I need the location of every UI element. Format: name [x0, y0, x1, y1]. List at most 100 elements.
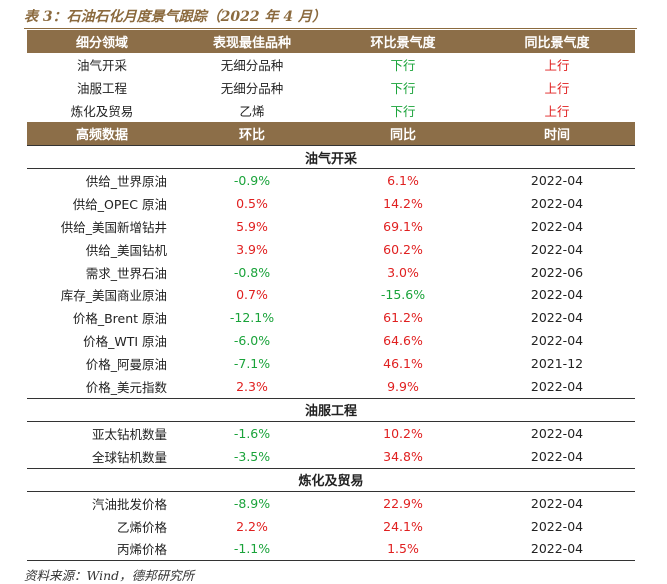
indicator-label: 价格_WTI 原油 — [83, 334, 167, 350]
yoy-value: 64.6% — [383, 333, 423, 349]
mom-value: 0.7% — [236, 287, 268, 303]
time-value: 2022-04 — [530, 172, 584, 188]
section-header-row: 油服工程 — [27, 397, 635, 422]
yoy-value: 61.2% — [383, 310, 423, 326]
table-row: 供给_世界原油 -0.9% 6.1% 2022-04 — [27, 169, 635, 192]
time-value: 2022-04 — [530, 287, 584, 303]
yoy-trend-cell: 上行 — [544, 104, 570, 119]
section-title: 油气开采 — [27, 145, 635, 169]
mom-value: 2.2% — [236, 518, 268, 534]
mom-value: 5.9% — [236, 218, 268, 234]
mom-value: 3.9% — [236, 241, 268, 257]
indicator-label: 需求_世界石油 — [85, 265, 167, 281]
yoy-trend-cell: 上行 — [544, 81, 570, 96]
detail-header-cell: 环比 — [177, 122, 327, 146]
time-value: 2022-04 — [530, 495, 584, 511]
section-title: 油服工程 — [27, 397, 635, 422]
mom-value: -12.1% — [229, 310, 275, 326]
yoy-value: 60.2% — [383, 241, 423, 257]
mom-value: -1.1% — [177, 537, 327, 562]
detail-header-row: 高频数据 环比 同比 时间 — [27, 122, 635, 146]
summary-header-cell: 表现最佳品种 — [177, 30, 327, 53]
detail-header-cell: 同比 — [327, 122, 479, 146]
title-divider — [24, 28, 637, 29]
yoy-value: 1.5% — [327, 537, 479, 562]
yoy-value: 34.8% — [327, 444, 479, 469]
summary-header-cell: 环比景气度 — [327, 30, 479, 53]
mom-value: -7.1% — [233, 356, 271, 372]
yoy-value: 6.1% — [387, 172, 419, 188]
mom-trend-cell: 下行 — [390, 81, 416, 96]
indicator-label: 库存_美国商业原油 — [60, 288, 167, 304]
table-row: 供给_OPEC 原油 0.5% 14.2% 2022-04 — [27, 192, 635, 215]
mom-value: 0.5% — [236, 195, 268, 211]
yoy-value: 46.1% — [383, 356, 423, 372]
section-title: 炼化及贸易 — [27, 467, 635, 492]
mom-trend-cell: 下行 — [390, 104, 416, 119]
table-row: 供给_美国钻机 3.9% 60.2% 2022-04 — [27, 238, 635, 261]
time-value: 2022-04 — [530, 333, 584, 349]
mom-value: -0.9% — [233, 172, 271, 188]
indicator-label: 全球钻机数量 — [27, 444, 177, 469]
time-value: 2022-04 — [530, 310, 584, 326]
indicator-label: 价格_Brent 原油 — [72, 311, 167, 327]
indicator-label: 价格_阿曼原油 — [85, 357, 167, 373]
indicator-label: 价格_美元指数 — [27, 375, 177, 399]
indicator-label: 汽油批发价格 — [91, 496, 167, 512]
mom-value: -8.9% — [233, 495, 271, 511]
summary-header-cell: 细分领域 — [27, 30, 177, 53]
yoy-value: 24.1% — [383, 518, 423, 534]
mom-value: 2.3% — [177, 375, 327, 399]
yoy-value: -15.6% — [380, 287, 426, 303]
indicator-label: 丙烯价格 — [27, 537, 177, 562]
table-row: 汽油批发价格 -8.9% 22.9% 2022-04 — [27, 491, 635, 514]
indicator-label: 供给_美国新增钻井 — [60, 219, 167, 235]
table-row: 全球钻机数量 -3.5% 34.8% 2022-04 — [27, 444, 635, 469]
segment-cell: 油气开采 — [76, 58, 127, 73]
sentiment-table: 细分领域 表现最佳品种 环比景气度 同比景气度 油气开采 无细分品种 下行 上行 油服工程 无细分… — [27, 30, 635, 562]
time-value: 2021-12 — [530, 356, 584, 372]
indicator-label: 供给_OPEC 原油 — [72, 196, 167, 212]
yoy-value: 3.0% — [387, 264, 419, 280]
segment-cell: 油服工程 — [76, 81, 127, 96]
indicator-label: 供给_美国钻机 — [85, 242, 167, 258]
summary-row: 油气开采 无细分品种 下行 上行 — [27, 53, 635, 76]
section-header-row: 炼化及贸易 — [27, 467, 635, 492]
time-value: 2022-04 — [530, 195, 584, 211]
summary-header-row: 细分领域 表现最佳品种 环比景气度 同比景气度 — [27, 30, 635, 53]
table-row: 供给_美国新增钻井 5.9% 69.1% 2022-04 — [27, 215, 635, 238]
summary-header-cell: 同比景气度 — [479, 30, 635, 53]
summary-row: 油服工程 无细分品种 下行 上行 — [27, 76, 635, 99]
indicator-label: 亚太钻机数量 — [91, 426, 167, 442]
detail-header-cell: 高频数据 — [27, 122, 177, 146]
summary-row: 炼化及贸易 乙烯 下行 上行 — [27, 99, 635, 122]
section-header-row: 油气开采 — [27, 145, 635, 169]
yoy-trend-cell: 上行 — [544, 58, 570, 73]
segment-cell: 炼化及贸易 — [70, 104, 134, 119]
yoy-value: 14.2% — [383, 195, 423, 211]
best-variety-cell: 无细分品种 — [220, 81, 284, 96]
mom-value: -1.6% — [233, 425, 271, 441]
table-row: 需求_世界石油 -0.8% 3.0% 2022-06 — [27, 261, 635, 284]
table-row: 丙烯价格 -1.1% 1.5% 2022-04 — [27, 537, 635, 562]
time-value: 2022-04 — [479, 375, 635, 399]
yoy-value: 69.1% — [383, 218, 423, 234]
table-row: 价格_阿曼原油 -7.1% 46.1% 2021-12 — [27, 352, 635, 375]
time-value: 2022-04 — [530, 241, 584, 257]
table-row: 价格_WTI 原油 -6.0% 64.6% 2022-04 — [27, 329, 635, 352]
source-note: 资料来源：Wind，德邦研究所 — [24, 568, 195, 583]
table-row: 乙烯价格 2.2% 24.1% 2022-04 — [27, 515, 635, 538]
time-value: 2022-04 — [479, 444, 635, 469]
indicator-label: 乙烯价格 — [116, 519, 167, 535]
best-variety-cell: 乙烯 — [239, 104, 265, 119]
mom-trend-cell: 下行 — [390, 58, 416, 73]
time-value: 2022-04 — [530, 218, 584, 234]
table-row: 价格_Brent 原油 -12.1% 61.2% 2022-04 — [27, 306, 635, 329]
mom-value: -3.5% — [177, 444, 327, 469]
table-row: 库存_美国商业原油 0.7% -15.6% 2022-04 — [27, 283, 635, 306]
time-value: 2022-04 — [530, 425, 584, 441]
yoy-value: 10.2% — [383, 425, 423, 441]
time-value: 2022-06 — [530, 264, 584, 280]
indicator-label: 供给_世界原油 — [85, 173, 167, 189]
table-row: 亚太钻机数量 -1.6% 10.2% 2022-04 — [27, 421, 635, 444]
